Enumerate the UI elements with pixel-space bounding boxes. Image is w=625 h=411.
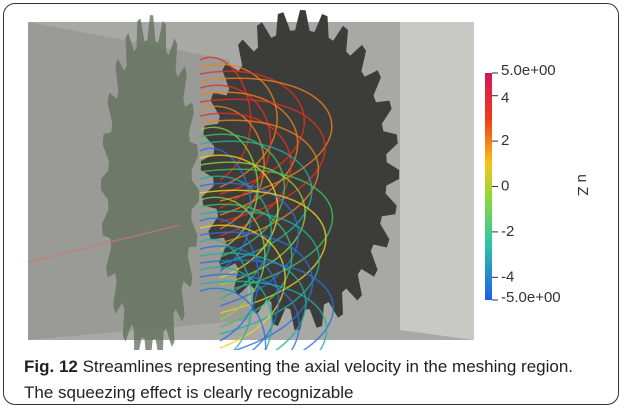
- colorbar-tick-label: 5.0e+00: [501, 62, 556, 79]
- colorbar-tick-label: -5.0e+00: [501, 289, 561, 306]
- colorbar-tick-label: -2: [501, 223, 514, 240]
- page: {"figure": { "colorbar": {"title": "u Z"…: [0, 0, 625, 411]
- colorbar-tick-label: -4: [501, 268, 514, 285]
- caption-text: Streamlines representing the axial veloc…: [24, 357, 573, 402]
- caption-label: Fig. 12: [24, 357, 78, 376]
- figure-image: u Z 5.0e+00 4 2 0 -2 -4 -5.0e+00: [0, 0, 625, 350]
- colorbar: [485, 73, 492, 300]
- colorbar-tick-label: 0: [501, 177, 509, 194]
- caption: Fig. 12 Streamlines representing the axi…: [24, 354, 604, 406]
- colorbar-tick-label: 2: [501, 132, 509, 149]
- side-wall: [400, 22, 474, 340]
- colorbar-title: u Z: [574, 174, 591, 196]
- colorbar-tick-label: 4: [501, 90, 509, 107]
